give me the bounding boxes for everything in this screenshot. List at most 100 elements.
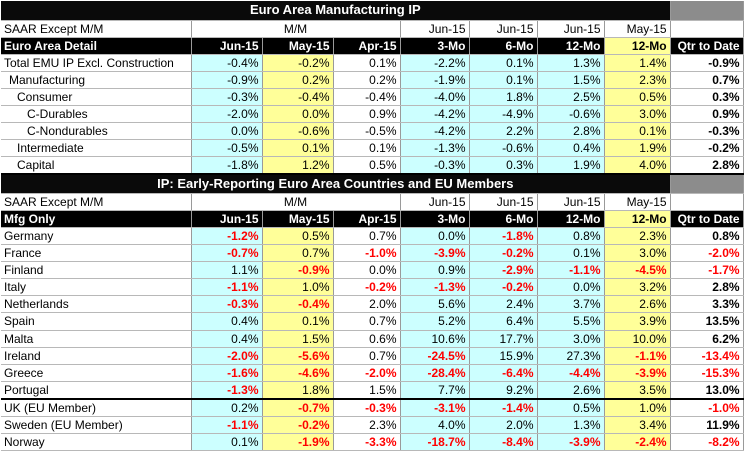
data-value: -8.4% bbox=[469, 433, 538, 451]
section-title-row: IP: Early-Reporting Euro Area Countries … bbox=[1, 173, 744, 194]
data-value: -4.4% bbox=[537, 364, 605, 382]
data-value: 0.2% bbox=[191, 397, 263, 417]
sub-date: Jun-15 bbox=[400, 193, 470, 211]
data-value: 0.5% bbox=[604, 88, 671, 106]
column-header: 12-Mo bbox=[604, 210, 671, 228]
data-value: 0.2% bbox=[262, 71, 334, 89]
data-value: -0.9% bbox=[262, 261, 334, 280]
title-gray-block bbox=[670, 173, 744, 194]
column-header: 12-Mo bbox=[537, 210, 605, 228]
data-value: 0.4% bbox=[191, 330, 263, 348]
row-label: Manufacturing bbox=[1, 71, 192, 89]
data-value: -4.0% bbox=[400, 88, 470, 106]
data-value: 1.9% bbox=[537, 156, 605, 175]
column-header: 12-Mo bbox=[537, 37, 605, 55]
data-row: Finland 1.1% -0.9% 0.0% 0.9% -2.9% -1.1% -4.5% -… bbox=[1, 261, 744, 280]
mm-label: M/M bbox=[191, 193, 401, 211]
data-value: -1.9% bbox=[262, 433, 334, 451]
data-value: -0.6% bbox=[469, 139, 538, 158]
row-label: Malta bbox=[1, 330, 192, 348]
data-value: 2.4% bbox=[469, 295, 538, 314]
data-value: 17.7% bbox=[469, 330, 538, 348]
column-header: Jun-15 bbox=[191, 37, 263, 55]
data-value: 10.6% bbox=[400, 330, 470, 348]
data-value: 1.2% bbox=[262, 156, 334, 175]
data-value: -3.9% bbox=[537, 433, 605, 451]
data-value: 0.4% bbox=[191, 312, 263, 331]
data-value: 2.2% bbox=[469, 122, 538, 141]
data-row: Sweden (EU Member) -1.1% -0.2% 2.3% 4.0% 2.0%… bbox=[1, 416, 744, 434]
qtd-value: 0.9% bbox=[670, 105, 744, 124]
data-value: -28.4% bbox=[400, 364, 470, 382]
column-header: Jun-15 bbox=[191, 210, 263, 228]
data-row: Manufacturing -0.9% 0.2% 0.2% -1.9% 0.1% 1.5% 2… bbox=[1, 71, 744, 89]
data-value: -1.9% bbox=[400, 71, 470, 89]
mm-label: M/M bbox=[191, 20, 401, 38]
sub-date: Jun-15 bbox=[400, 20, 470, 38]
data-value: -1.1% bbox=[537, 261, 605, 280]
data-value: -2.4% bbox=[604, 433, 671, 451]
data-value: -1.3% bbox=[400, 278, 470, 297]
data-value: 0.2% bbox=[333, 71, 401, 89]
data-value: -1.3% bbox=[400, 139, 470, 158]
row-label: Sweden (EU Member) bbox=[1, 416, 192, 434]
sub-date: Jun-15 bbox=[469, 193, 538, 211]
column-header: Apr-15 bbox=[333, 37, 401, 55]
data-value: -4.5% bbox=[604, 261, 671, 280]
data-value: 3.9% bbox=[604, 312, 671, 331]
data-value: 1.8% bbox=[469, 88, 538, 106]
data-value: -1.0% bbox=[333, 244, 401, 263]
row-label: C-Durables bbox=[1, 105, 192, 124]
data-value: -0.2% bbox=[262, 416, 334, 434]
qtd-value: 13.5% bbox=[670, 312, 744, 331]
qtd-value: 13.0% bbox=[670, 381, 744, 400]
row-label: Portugal bbox=[1, 381, 192, 400]
data-row: Spain 0.4% 0.1% 0.7% 5.2% 6.4% 5.5% 3.9% 13.5% bbox=[1, 312, 744, 331]
column-header: Qtr to Date bbox=[670, 210, 744, 228]
column-header-row: Euro Area Detail Jun-15 May-15 Apr-15 3-Mo 6-… bbox=[1, 37, 744, 55]
data-row: Portugal -1.3% 1.8% 1.5% 7.7% 9.2% 2.6% 3.5% 13.… bbox=[1, 381, 744, 400]
row-label: Total EMU IP Excl. Construction bbox=[1, 54, 192, 72]
gray-block bbox=[670, 20, 744, 38]
data-value: -2.0% bbox=[191, 347, 263, 365]
data-value: 0.0% bbox=[262, 105, 334, 124]
data-value: -1.6% bbox=[191, 364, 263, 382]
data-value: 4.0% bbox=[604, 156, 671, 175]
data-row: Germany -1.2% 0.5% 0.7% 0.0% -1.8% 0.8% 2.3% 0.8… bbox=[1, 227, 744, 246]
data-row: Malta 0.4% 1.5% 0.6% 10.6% 17.7% 3.0% 10.0% 6.2% bbox=[1, 330, 744, 348]
data-value: 3.7% bbox=[537, 295, 605, 314]
data-value: -2.0% bbox=[333, 364, 401, 382]
data-value: -0.6% bbox=[262, 122, 334, 141]
data-value: 1.9% bbox=[604, 139, 671, 158]
data-value: 2.5% bbox=[537, 88, 605, 106]
data-value: 0.0% bbox=[191, 122, 263, 141]
gray-block bbox=[670, 193, 744, 211]
data-value: 0.1% bbox=[604, 122, 671, 141]
data-value: -3.3% bbox=[333, 433, 401, 451]
data-row: Italy -1.1% 1.0% -0.2% -1.3% -0.2% 0.0% 3.2% 2.8… bbox=[1, 278, 744, 297]
row-label: Italy bbox=[1, 278, 192, 297]
data-row: Consumer -0.3% -0.4% -0.4% -4.0% 1.8% 2.5% 0.5%… bbox=[1, 88, 744, 106]
saar-label: SAAR Except M/M bbox=[1, 20, 192, 38]
row-label: Germany bbox=[1, 227, 192, 246]
data-value: 5.2% bbox=[400, 312, 470, 331]
sub-date: Jun-15 bbox=[537, 20, 605, 38]
data-value: 0.9% bbox=[333, 105, 401, 124]
data-row: Intermediate -0.5% 0.1% 0.1% -1.3% -0.6% 0.4% 1… bbox=[1, 139, 744, 158]
data-value: -4.9% bbox=[469, 105, 538, 124]
qtd-value: -1.0% bbox=[670, 397, 744, 417]
data-value: 0.4% bbox=[537, 139, 605, 158]
column-header: 12-Mo bbox=[604, 37, 671, 55]
data-value: -1.4% bbox=[469, 397, 538, 417]
column-header: May-15 bbox=[262, 210, 334, 228]
data-value: 0.7% bbox=[333, 347, 401, 365]
data-value: 5.6% bbox=[400, 295, 470, 314]
qtd-value: -0.9% bbox=[670, 54, 744, 72]
data-value: -0.3% bbox=[333, 397, 401, 417]
data-value: 6.4% bbox=[469, 312, 538, 331]
data-value: -1.2% bbox=[191, 227, 263, 246]
data-value: 0.3% bbox=[469, 156, 538, 175]
data-value: 0.1% bbox=[469, 71, 538, 89]
data-value: 1.8% bbox=[262, 381, 334, 400]
qtd-value: 2.8% bbox=[670, 278, 744, 297]
